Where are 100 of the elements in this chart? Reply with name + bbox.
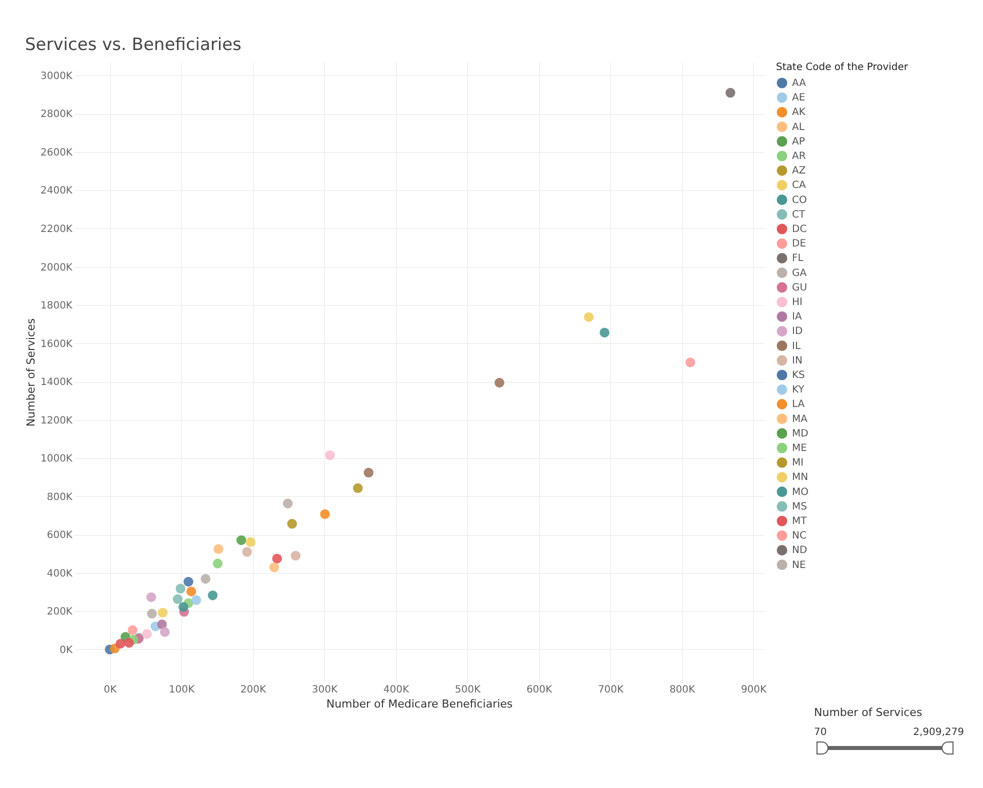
point (178, 602, 188, 612)
point (146, 592, 156, 602)
point (494, 378, 504, 388)
legend-label: MD (792, 428, 809, 440)
point (685, 358, 696, 368)
y-tick-label: 800K (46, 492, 73, 503)
point (320, 509, 330, 520)
legend-label: HI (792, 297, 802, 308)
legend-label: AL (792, 122, 805, 133)
point (364, 468, 374, 478)
point (172, 594, 183, 604)
y-tick-label: 600K (46, 530, 73, 542)
y-tick-label: 1400K (40, 377, 73, 388)
legend-label: AR (792, 151, 806, 162)
point (282, 498, 293, 508)
point (200, 574, 210, 584)
y-tick-label: 1800K (40, 300, 73, 312)
y-tick-label: 3000K (40, 70, 73, 82)
y-tick-label: 0K (60, 644, 73, 656)
y-axis-title: Number of Services (24, 318, 38, 427)
legend-label: AZ (792, 166, 806, 177)
legend-label: KY (792, 384, 806, 396)
point (246, 537, 256, 547)
point (272, 554, 282, 564)
legend-label: GU (792, 282, 808, 294)
x-axis-title: Number of Medicare Beneficiaries (326, 698, 513, 710)
legend-label: IN (792, 355, 802, 366)
legend-label: MT (792, 516, 808, 527)
legend-label: GA (792, 268, 807, 279)
point (191, 595, 202, 605)
point (124, 638, 134, 648)
legend-label: MO (792, 486, 809, 498)
point (269, 562, 280, 572)
x-tick-label: 100K (168, 684, 196, 696)
x-tick-label: 300K (312, 684, 338, 696)
legend-label: LA (792, 399, 805, 410)
x-tick-label: 600K (526, 684, 553, 696)
legend-label: MI (792, 458, 804, 469)
legend-label: CT (792, 209, 806, 220)
point (157, 620, 167, 630)
legend-label: NE (792, 560, 806, 571)
legend-label: MA (792, 414, 808, 425)
y-tick-label: 2800K (40, 109, 73, 120)
point (242, 547, 252, 557)
point (208, 590, 218, 600)
legend-label: ID (792, 326, 803, 338)
legend-label: ME (792, 443, 807, 454)
point (158, 608, 168, 618)
y-tick-label: 1600K (40, 338, 73, 350)
point (325, 450, 335, 460)
x-tick-label: 900K (740, 684, 768, 696)
legend-label: MS (792, 501, 807, 512)
legend-label: KS (792, 370, 805, 381)
legend-label: FL (792, 253, 804, 264)
point (147, 608, 157, 619)
x-tick-label: 800K (669, 684, 696, 696)
point (128, 625, 138, 636)
y-tick-label: 1200K (40, 415, 73, 426)
point (116, 638, 126, 649)
legend-label: AA (792, 78, 806, 89)
point (236, 535, 246, 546)
legend-label: DC (792, 224, 807, 235)
y-tick-label: 1000K (40, 454, 73, 465)
x-tick-label: 500K (454, 684, 482, 696)
point (176, 584, 186, 594)
y-tick-label: 400K (46, 568, 73, 580)
y-tick-label: 200K (46, 606, 73, 618)
x-tick-label: 700K (598, 684, 624, 696)
legend-label: MN (792, 472, 808, 484)
text: Number of Services (814, 706, 924, 719)
chart-title: Services vs. Beneficiaries (24, 35, 242, 55)
point (160, 627, 170, 637)
point (584, 312, 594, 322)
point (352, 483, 363, 494)
y-tick-label: 2200K (40, 224, 73, 235)
point (214, 544, 224, 554)
legend-label: NC (792, 530, 806, 542)
legend-label: IA (792, 312, 802, 323)
point (212, 558, 223, 568)
legend-label: CA (792, 180, 806, 192)
point (726, 88, 736, 98)
point (287, 518, 297, 529)
legend-label: AE (792, 92, 806, 104)
legend-label: CO (792, 194, 807, 206)
point (186, 586, 196, 596)
text: 2,909,279 (913, 727, 964, 738)
legend-label: AP (792, 136, 805, 148)
legend-label: DE (792, 238, 806, 250)
point (184, 576, 194, 587)
legend-label: ND (792, 545, 808, 556)
legend-label: AK (792, 107, 806, 118)
point (142, 629, 152, 639)
y-tick-label: 2400K (40, 186, 73, 197)
legend-title: State Code of the Provider (776, 62, 909, 73)
y-tick-label: 2600K (40, 147, 73, 158)
x-tick-label: 0K (104, 684, 118, 696)
text: 70 (814, 727, 827, 738)
point (290, 550, 301, 561)
x-tick-label: 200K (240, 684, 267, 696)
x-tick-label: 400K (383, 684, 410, 696)
